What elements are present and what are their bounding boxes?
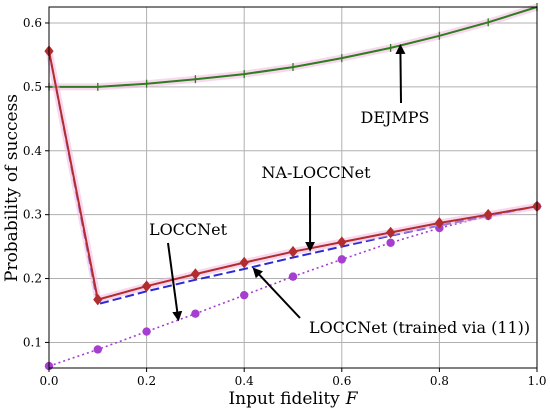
y-tick-label: 0.4 — [23, 144, 42, 158]
y-tick-label: 0.1 — [23, 335, 42, 349]
series-dejmps — [48, 3, 539, 91]
series-na-loccnet — [44, 45, 542, 306]
y-tick-label: 0.2 — [23, 272, 42, 286]
data-point — [141, 280, 152, 293]
data-point — [337, 236, 347, 248]
annotation-dejmps: DEJMPS — [360, 43, 430, 127]
data-point — [337, 255, 346, 264]
data-point — [93, 293, 103, 306]
annotation-label: LOCCNet — [149, 220, 228, 239]
annotation-arrow — [252, 267, 301, 319]
annotation-loccnet-trained-via-11: LOCCNet (trained via (11)) — [252, 267, 530, 337]
annotation-arrow — [395, 43, 406, 104]
x-tick-label: 0.0 — [39, 374, 58, 388]
annotation-na-loccnet: NA-LOCCNet — [261, 163, 371, 252]
x-tick-label: 0.2 — [137, 374, 156, 388]
annotation-label: DEJMPS — [360, 108, 429, 127]
x-tick-label: 0.6 — [332, 374, 351, 388]
annotation-loccnet: LOCCNet — [149, 220, 228, 322]
annotation-label: LOCCNet (trained via (11)) — [309, 318, 530, 337]
data-point — [142, 327, 151, 336]
annotation-label: NA-LOCCNet — [261, 163, 371, 182]
plot-frame — [48, 6, 538, 369]
x-axis-label: Input fidelity F — [228, 389, 358, 409]
ticks-layer: 0.0 0.2 0.4 0.6 0.8 1.0 0.1 0.2 0.3 0.4 0.5 0.6 — [23, 16, 547, 388]
data-point — [288, 245, 298, 258]
data-point — [483, 208, 493, 221]
data-point — [191, 309, 200, 318]
plot-background — [49, 7, 537, 368]
y-tick-label: 0.6 — [23, 16, 42, 30]
annotations-layer: DEJMPS NA-LOCCNet LOCCNet LOCCNet (trained … — [149, 43, 530, 337]
series-line — [48, 205, 538, 367]
data-point — [386, 238, 395, 247]
data-point — [434, 217, 445, 229]
x-tick-label: 0.4 — [235, 374, 254, 388]
data-point — [288, 272, 298, 281]
y-axis-label: Probability of success — [2, 94, 22, 282]
data-point — [239, 256, 249, 269]
data-point — [93, 345, 103, 354]
y-tick-label: 0.3 — [23, 208, 42, 222]
x-tick-label: 0.8 — [430, 374, 449, 388]
data-point — [190, 268, 201, 280]
y-tick-label: 0.5 — [23, 80, 42, 94]
x-axis-label-variable: F — [345, 389, 359, 409]
data-point — [385, 226, 396, 239]
annotation-arrow — [167, 242, 183, 322]
series-layer — [44, 3, 542, 371]
x-axis-label-text: Input fidelity — [228, 389, 340, 409]
data-point — [240, 290, 249, 300]
x-tick-label: 1.0 — [527, 374, 546, 388]
